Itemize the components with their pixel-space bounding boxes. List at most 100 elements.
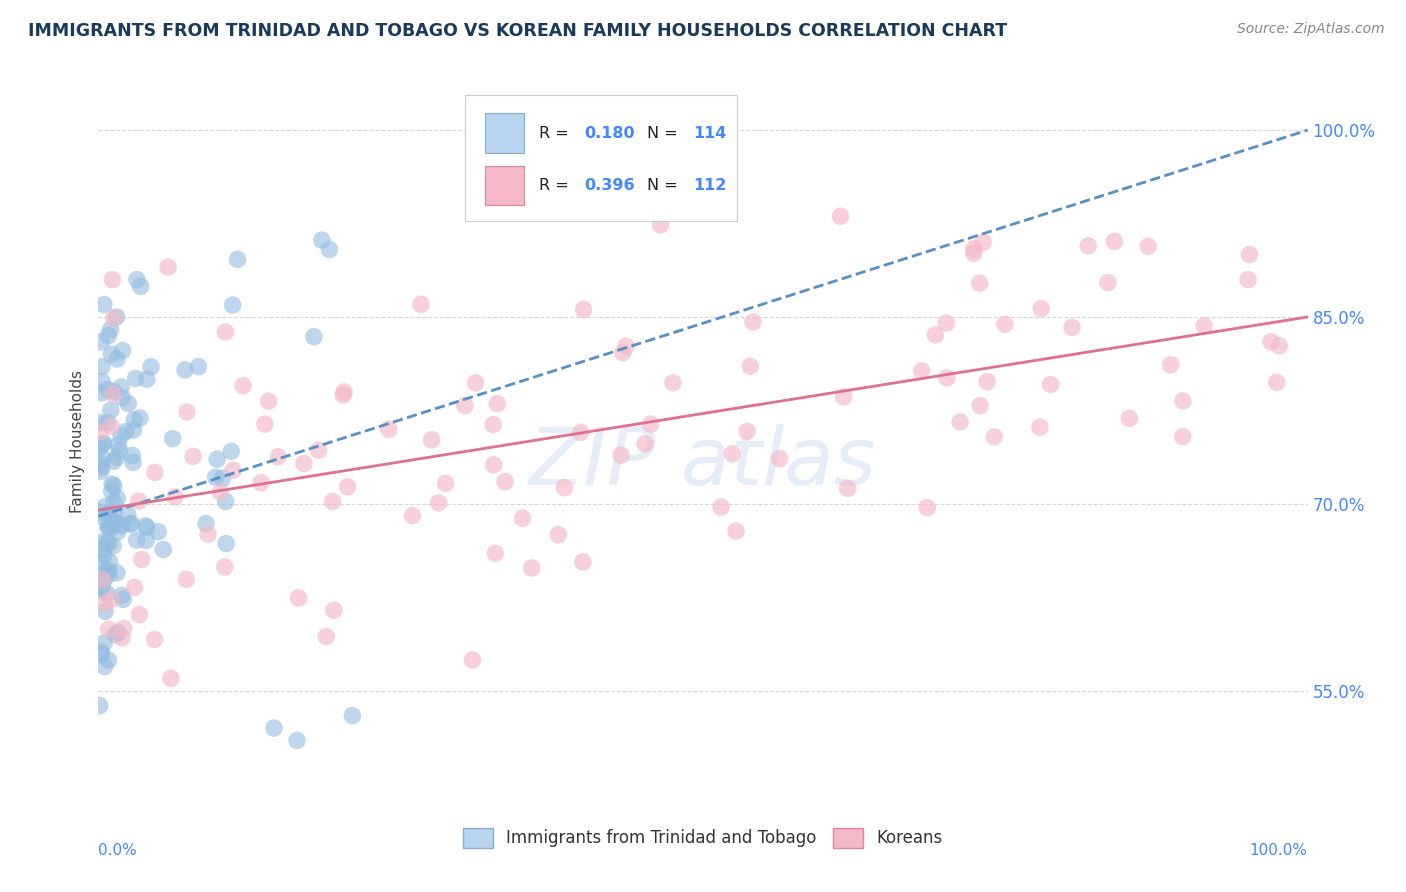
Point [94, 604, 117, 618]
Point [111, 343, 134, 358]
Point [91, 581, 114, 595]
Point [308, 443, 330, 458]
Point [187, 359, 209, 374]
Point [710, 500, 733, 514]
Point [232, 378, 254, 392]
Point [122, 423, 145, 437]
Point [315, 630, 337, 644]
Point [135, 519, 157, 533]
Point [117, 396, 139, 410]
Point [1160, 358, 1182, 372]
Point [101, 387, 124, 401]
Point [101, 477, 124, 491]
Point [97, 383, 120, 397]
Point [949, 415, 972, 429]
Point [740, 359, 762, 374]
Point [162, 432, 184, 446]
Point [94, 572, 117, 586]
Point [152, 542, 174, 557]
Point [640, 417, 662, 431]
Point [512, 511, 534, 525]
Point [214, 325, 236, 339]
Point [454, 399, 477, 413]
Point [93, 659, 115, 673]
Point [139, 359, 162, 374]
Point [90, 645, 112, 659]
Text: 0.0%: 0.0% [98, 843, 138, 857]
Point [160, 671, 183, 685]
Point [89, 416, 111, 430]
Point [148, 524, 170, 539]
Point [128, 607, 150, 622]
Point [128, 494, 150, 508]
Point [983, 430, 1005, 444]
Point [332, 388, 354, 402]
Point [547, 527, 569, 541]
Point [90, 334, 112, 349]
Point [91, 436, 114, 450]
Point [103, 495, 125, 509]
Point [222, 463, 245, 477]
Point [124, 371, 146, 385]
Point [461, 653, 484, 667]
Point [1268, 339, 1291, 353]
Point [486, 396, 509, 410]
Point [569, 425, 592, 440]
Point [89, 582, 111, 597]
Text: ZIP atlas: ZIP atlas [529, 425, 877, 502]
Point [129, 279, 152, 293]
Point [108, 443, 131, 458]
Point [91, 509, 114, 524]
Point [91, 573, 114, 587]
Point [100, 403, 122, 417]
Point [96, 586, 118, 600]
Point [553, 481, 575, 495]
Point [89, 425, 111, 439]
Point [100, 419, 122, 434]
Point [91, 451, 114, 466]
Point [97, 416, 120, 430]
Point [105, 566, 128, 580]
Point [336, 480, 359, 494]
Point [215, 494, 238, 508]
Point [163, 490, 186, 504]
Point [98, 555, 121, 569]
Point [1171, 430, 1194, 444]
Point [90, 458, 112, 472]
Point [253, 417, 276, 431]
Point [915, 500, 938, 515]
Point [105, 310, 128, 324]
Point [1029, 420, 1052, 434]
Point [484, 546, 506, 560]
Point [122, 413, 145, 427]
Point [111, 391, 134, 405]
Point [735, 425, 758, 439]
Point [90, 386, 112, 401]
Point [434, 476, 457, 491]
Point [572, 555, 595, 569]
Point [93, 636, 115, 650]
Point [97, 506, 120, 520]
Point [634, 436, 657, 450]
Point [97, 520, 120, 534]
Point [263, 721, 285, 735]
Point [176, 405, 198, 419]
Point [768, 451, 790, 466]
Point [125, 272, 148, 286]
Point [89, 698, 111, 713]
Point [211, 471, 233, 485]
Point [378, 422, 401, 436]
Point [135, 520, 157, 534]
Point [90, 647, 112, 661]
Point [114, 425, 136, 439]
Point [89, 505, 111, 519]
Point [100, 592, 122, 607]
Point [107, 625, 129, 640]
Text: 0.396: 0.396 [585, 178, 636, 194]
Point [572, 302, 595, 317]
Point [935, 371, 957, 385]
Point [963, 246, 986, 260]
Point [1239, 248, 1261, 262]
Point [174, 572, 197, 586]
Point [128, 411, 150, 425]
